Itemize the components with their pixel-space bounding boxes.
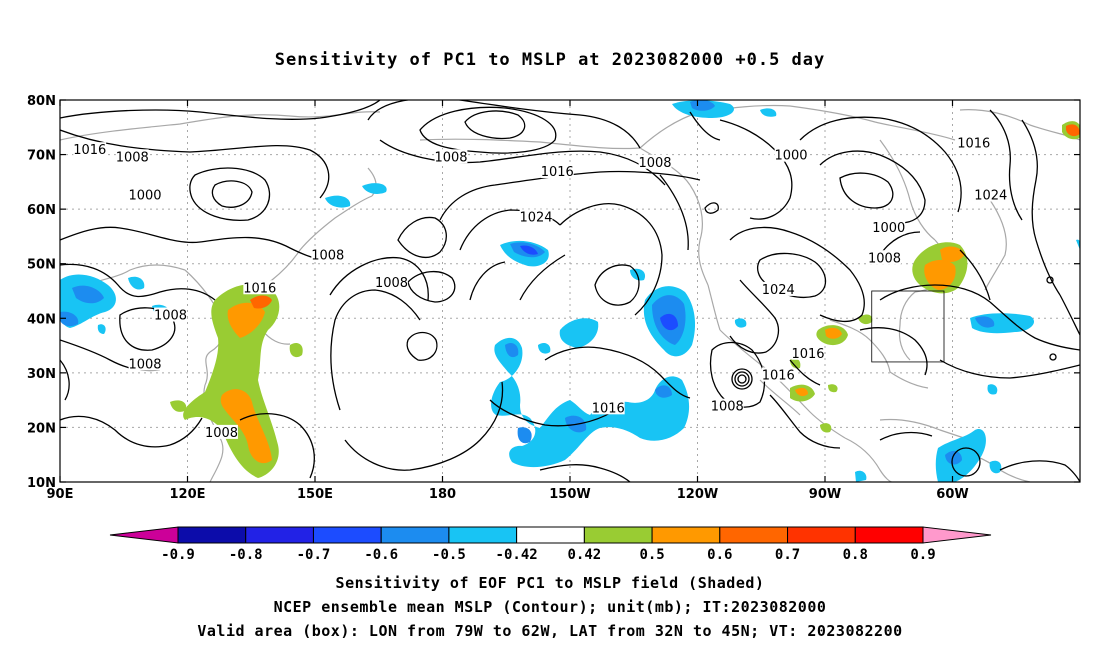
lat-label: 80N — [27, 94, 56, 109]
lat-label: 60N — [27, 203, 56, 218]
contour-label: 1008 — [868, 251, 901, 266]
colorbar-label: 0.7 — [775, 547, 800, 563]
contour-label-bg — [710, 398, 744, 413]
valid-area-box — [871, 290, 945, 363]
lon-label: 60W — [936, 487, 968, 502]
contour-label: 1008 — [154, 309, 187, 324]
contour-label-bg — [375, 274, 408, 289]
contour-label-bg — [128, 356, 162, 371]
lon-label: 150E — [297, 487, 333, 502]
colorbar-label: -0.9 — [161, 547, 195, 563]
colorbar-segment — [177, 526, 247, 544]
contour-label: 1008 — [205, 426, 238, 441]
lon-label: 180 — [429, 487, 456, 502]
contour-label: 1008 — [638, 156, 671, 171]
contour-label: 1016 — [791, 347, 824, 362]
map-title: Sensitivity of PC1 to MSLP at 2023082000… — [274, 50, 826, 70]
colorbar-label: 0.9 — [910, 547, 935, 563]
colorbar-segment — [448, 526, 518, 544]
contour-label: 1008 — [128, 358, 161, 373]
contour-label: 1000 — [128, 189, 161, 204]
contour-label: 1000 — [872, 221, 905, 236]
lat-label: 50N — [27, 258, 56, 273]
lat-label: 70N — [27, 149, 56, 164]
contour-label-bg — [974, 187, 1008, 202]
colorbar-segment — [651, 526, 721, 544]
contour-label: 1016 — [592, 401, 625, 416]
lat-label: 30N — [27, 367, 56, 382]
shaded-sensitivity — [60, 100, 1080, 482]
colorbar-label: 0.42 — [568, 547, 602, 563]
colorbar-end-low — [109, 526, 179, 544]
colorbar-label: 0.5 — [639, 547, 664, 563]
colorbar-label: -0.8 — [229, 547, 263, 563]
contour-label-bg — [761, 281, 795, 296]
colorbar-label: 0.8 — [843, 547, 868, 563]
contour-label: 1016 — [957, 137, 990, 152]
contour-label-bg — [205, 424, 238, 439]
contour-label: 1016 — [762, 369, 795, 384]
colorbar-segment — [245, 526, 314, 544]
lon-label: 90E — [47, 487, 74, 502]
contour-label-bg — [115, 149, 149, 164]
axes: 90E 120E 150E 180 150W 120W 90W 60W 80N 70N 60N 50N… — [27, 94, 1080, 502]
contour-label: 1016 — [243, 281, 276, 296]
colorbar-segment — [516, 526, 585, 544]
colorbar-label: -0.6 — [364, 547, 398, 563]
pressure-contours — [60, 100, 1080, 482]
colorbar-segment — [719, 526, 789, 544]
contour-label-bg — [128, 187, 162, 202]
colorbar-segment — [380, 526, 450, 544]
lon-label: 90W — [809, 487, 841, 502]
colorbar-segment — [583, 526, 653, 544]
colorbar-label: -0.5 — [432, 547, 466, 563]
contour-label: 1008 — [434, 150, 467, 165]
contour-label-bg — [540, 164, 574, 179]
lon-label: 150W — [549, 487, 590, 502]
caption-line-3: Valid area (box): LON from 79W to 62W, L… — [197, 622, 903, 640]
contour-label: 1016 — [73, 143, 106, 158]
colorbar-label: -0.42 — [496, 547, 538, 563]
contour-label: 1008 — [311, 249, 344, 264]
lat-label: 10N — [27, 476, 56, 491]
contour-label-bg — [154, 307, 187, 322]
contour-label: 1008 — [375, 276, 408, 291]
contour-label-bg — [243, 280, 277, 295]
lat-label: 40N — [27, 312, 56, 327]
contour-label-bg — [434, 149, 468, 164]
lon-label: 120W — [677, 487, 718, 502]
colorbar-end-high — [922, 526, 992, 544]
contour-label-bg — [73, 142, 107, 157]
colorbar-segment — [787, 526, 856, 544]
contour-label: 1008 — [711, 400, 744, 415]
colorbar-segment — [854, 526, 924, 544]
contour-label-bg — [519, 209, 553, 224]
caption-line-2: NCEP ensemble mean MSLP (Contour); unit(… — [273, 598, 827, 616]
lat-label: 20N — [27, 421, 56, 436]
caption-line-1: Sensitivity of EOF PC1 to MSLP field (Sh… — [335, 574, 765, 592]
contour-label-bg — [957, 135, 991, 150]
contour-label: 1016 — [541, 165, 574, 180]
colorbar-segment — [312, 526, 382, 544]
contour-label-bg — [868, 250, 901, 265]
contour-label-bg — [638, 154, 672, 169]
contour-label: 1024 — [519, 210, 552, 225]
contour-label: 1024 — [974, 189, 1007, 204]
contour-labels: 1016 1008 1000 1008 1016 1008 1000 1016 1024 1000… — [73, 135, 1008, 441]
contour-label-bg — [774, 147, 808, 162]
contour-label-bg — [311, 247, 345, 262]
contour-label-bg — [591, 400, 625, 415]
colorbar-label: 0.6 — [707, 547, 732, 563]
contour-label: 1024 — [762, 283, 795, 298]
contour-label: 1008 — [116, 150, 149, 165]
contour-label-bg — [791, 345, 825, 360]
colorbar: -0.9 -0.8 -0.7 -0.6 -0.5 -0.42 0.42 0.5 0.6 0.7 0.… — [109, 526, 992, 563]
contour-label-bg — [872, 220, 906, 235]
colorbar-label: -0.7 — [297, 547, 331, 563]
lon-label: 120E — [169, 487, 205, 502]
contour-label: 1000 — [774, 149, 807, 164]
contour-label-bg — [761, 367, 795, 382]
